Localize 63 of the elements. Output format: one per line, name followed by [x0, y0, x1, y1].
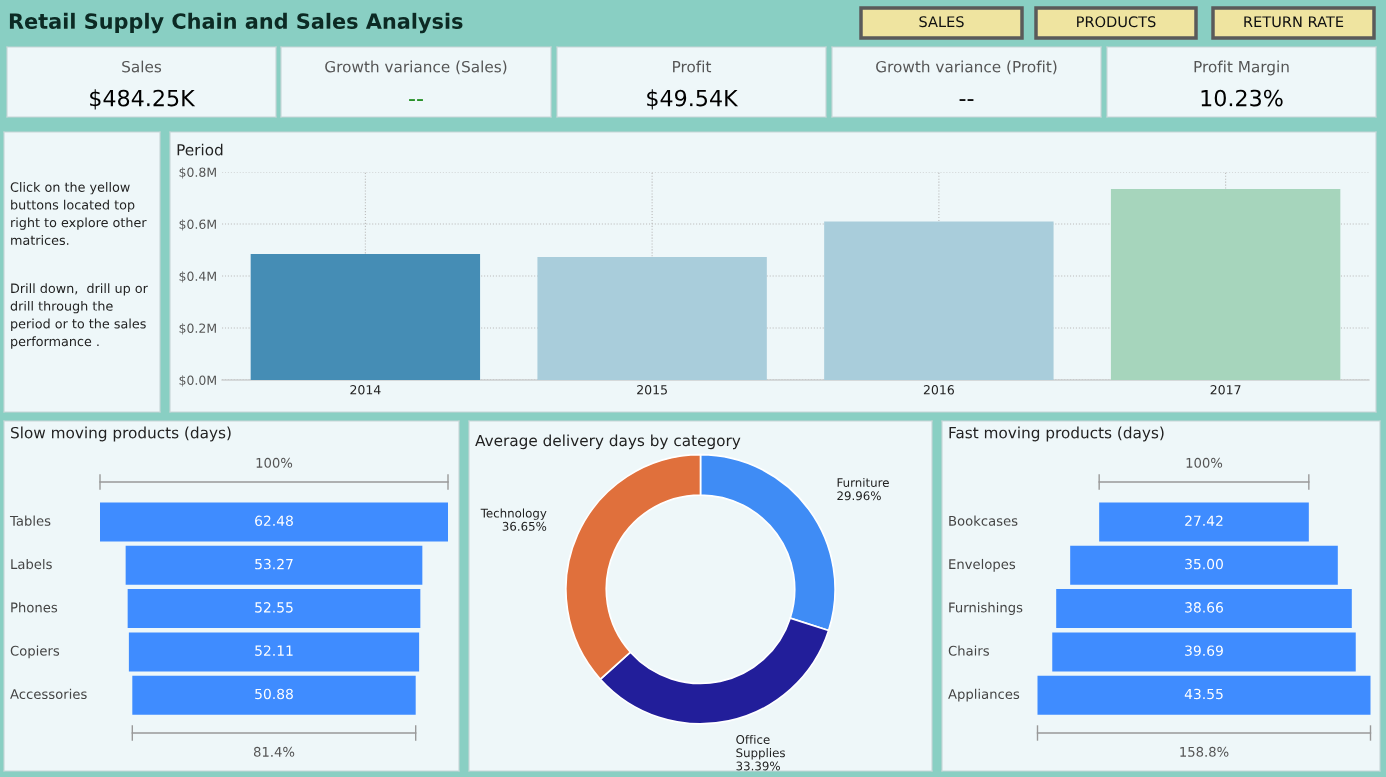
data-label: 62.48 [255, 515, 293, 527]
text: $484.25K [90, 89, 196, 110]
y-tick-label: $0.6M [179, 219, 216, 231]
text: Profit Margin [1194, 60, 1289, 76]
data-label: 52.11 [255, 645, 293, 656]
category-label: Envelopes [949, 558, 1016, 572]
slice-label: Office Supplies [736, 734, 785, 760]
category-label: Appliances [948, 688, 1020, 702]
text: SALES [919, 16, 964, 28]
text: 100% [256, 457, 293, 468]
bar [537, 257, 767, 380]
text: -- [959, 99, 974, 101]
x-tick-label: 2016 [923, 385, 954, 395]
text: 100% [1186, 457, 1223, 468]
data-label: 33.39% [736, 761, 780, 771]
text: 81.4% [253, 746, 295, 757]
text: Profit [673, 60, 712, 73]
y-tick-label: $0.0M [179, 375, 216, 387]
chart-title: Average delivery days by category [475, 434, 741, 450]
slice-label: Furniture [837, 477, 889, 488]
bar [824, 221, 1054, 380]
category-label: Phones [11, 602, 58, 613]
text: $49.54K [647, 89, 739, 110]
data-label: 52.55 [255, 602, 293, 613]
data-label: 53.27 [255, 558, 293, 570]
text: Sales [122, 60, 162, 73]
text: -- [409, 99, 423, 101]
text: 10.23% [1201, 89, 1283, 107]
text: Click on the yellow buttons located top right to explore other matrices. [10, 182, 147, 246]
y-tick-label: $0.2M [179, 323, 216, 335]
data-label: 43.55 [1184, 688, 1223, 700]
bar [250, 253, 481, 380]
text: Fast moving products (days) [949, 426, 1164, 442]
slice-label: Technology [480, 508, 547, 520]
category-label: Labels [11, 558, 52, 570]
bar [1110, 188, 1341, 380]
data-label: 39.69 [1185, 645, 1223, 656]
data-label: 38.66 [1185, 602, 1224, 613]
category-label: Bookcases [949, 515, 1018, 526]
data-label: 27.42 [1185, 515, 1223, 526]
x-tick-label: 2015 [637, 385, 667, 395]
text: 158.8% [1180, 746, 1229, 757]
chart-title: Period [177, 143, 223, 156]
y-tick-label: $0.8M [179, 167, 216, 179]
text: Growth variance (Profit) [876, 60, 1057, 75]
data-label: 36.65% [502, 521, 547, 531]
text: Drill down, drill up or drill through the period or to the sales performance . [10, 283, 148, 349]
category-label: Furnishings [949, 602, 1023, 615]
category-label: Tables [9, 515, 51, 526]
data-label: 29.96% [837, 491, 881, 501]
data-label: 35.00 [1185, 558, 1223, 570]
y-tick-label: $0.4M [179, 271, 216, 283]
data-label: 50.88 [255, 688, 293, 700]
text: PRODUCTS [1077, 16, 1156, 28]
category-label: Copiers [10, 645, 60, 659]
text: Retail Supply Chain and Sales Analysis [9, 12, 463, 34]
category-label: Accessories [10, 688, 87, 700]
text: RETURN RATE [1244, 16, 1344, 28]
x-tick-label: 2014 [350, 385, 381, 395]
text: Slow moving products (days) [11, 426, 231, 442]
category-label: Chairs [948, 645, 989, 656]
text: Growth variance (Sales) [325, 60, 507, 75]
x-tick-label: 2017 [1210, 385, 1241, 395]
